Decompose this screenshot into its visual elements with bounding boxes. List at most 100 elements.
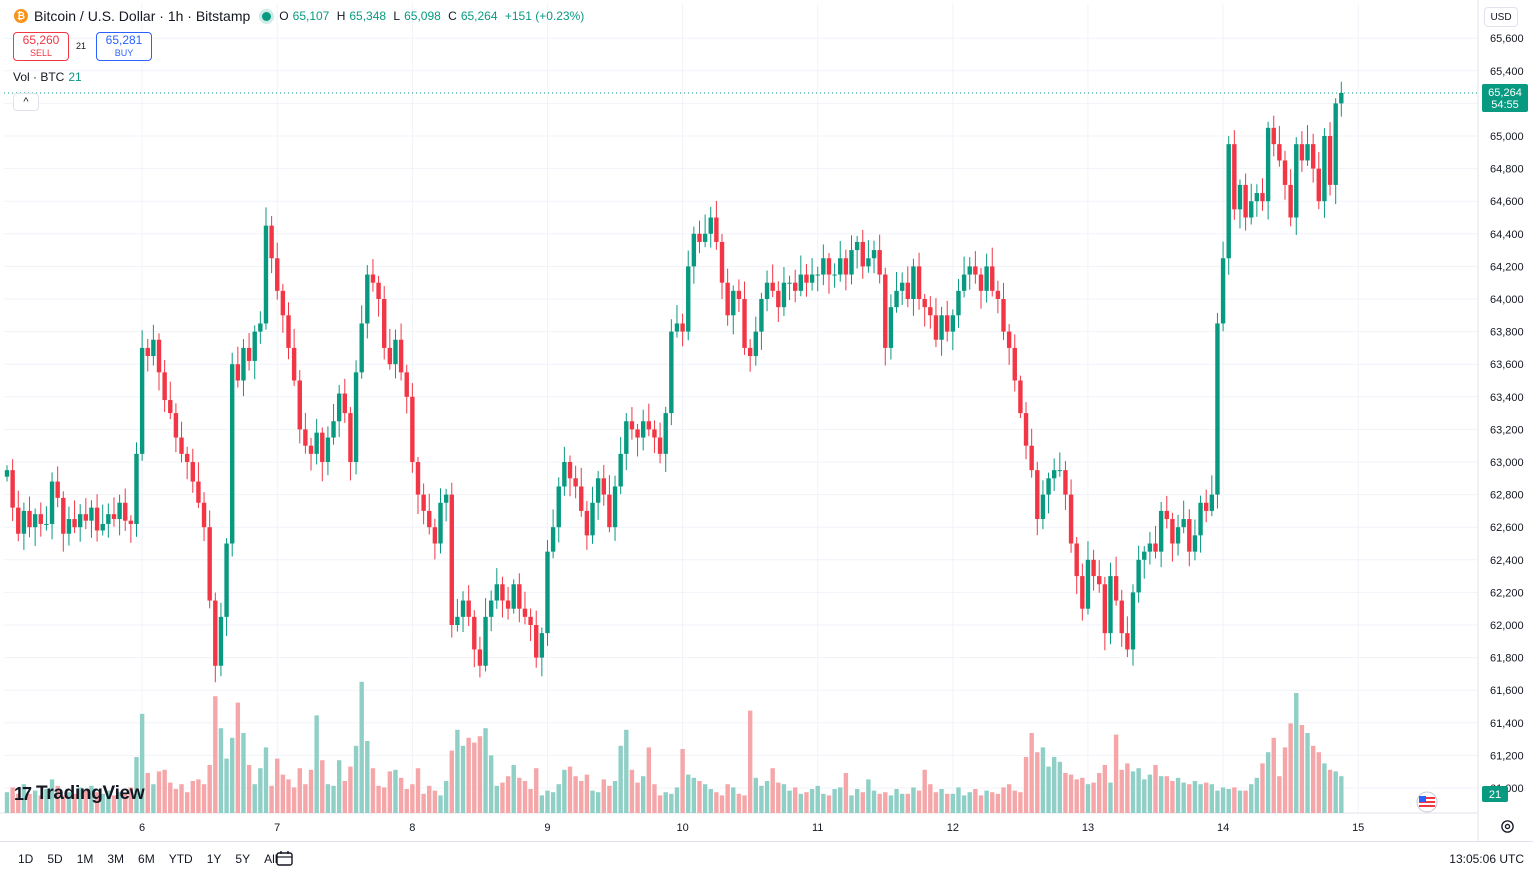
volume-bar — [77, 787, 83, 813]
volume-bar — [218, 728, 224, 813]
candle-body — [1006, 331, 1012, 348]
volume-bar — [10, 787, 15, 813]
volume-bar — [888, 795, 894, 813]
candle-body — [747, 347, 753, 357]
volume-bar — [747, 710, 753, 813]
countdown-label: 54:55 — [1491, 99, 1519, 111]
range-1y[interactable]: 1Y — [206, 852, 222, 866]
volume-bar — [66, 792, 72, 813]
range-all[interactable]: All — [264, 852, 278, 866]
range-ytd[interactable]: YTD — [168, 852, 193, 866]
volume-bar — [207, 765, 212, 813]
volume-bar — [1068, 774, 1074, 813]
volume-bar — [961, 795, 967, 813]
volume-bar — [781, 784, 787, 813]
change-value: +151 (+0.23%) — [504, 9, 585, 23]
candle-body — [376, 282, 381, 299]
range-1d[interactable]: 1D — [18, 852, 34, 866]
candle-body — [72, 519, 77, 528]
candle-body — [258, 323, 263, 332]
settings-gear-icon[interactable] — [1500, 819, 1515, 834]
symbol-title[interactable]: Bitcoin / U.S. Dollar · 1h · Bitstamp — [34, 8, 251, 24]
volume-bar — [866, 779, 871, 813]
price-tick-label: 63,000 — [1490, 457, 1524, 469]
candle-body — [1327, 136, 1333, 185]
volume-bar — [663, 792, 668, 813]
volume-bar — [427, 785, 432, 813]
candle-body — [500, 584, 505, 601]
candle-body — [139, 347, 145, 454]
price-tick-label: 62,600 — [1490, 522, 1524, 534]
volume-bar — [1023, 757, 1029, 813]
volume-bar — [793, 787, 798, 813]
tradingview-logo[interactable]: 17 TradingView — [14, 783, 145, 805]
low-key: L — [393, 9, 401, 23]
candle-body — [230, 364, 235, 544]
volume-bar — [821, 793, 826, 813]
last-price-tag — [1482, 83, 1528, 112]
volume-bar — [1057, 761, 1063, 813]
volume-bar — [635, 782, 640, 813]
candle-body — [809, 274, 815, 283]
buy-button[interactable]: 65,281 BUY — [96, 32, 152, 61]
volume-bar — [117, 792, 122, 813]
open-value: 65,107 — [292, 9, 330, 23]
candle-body — [16, 507, 21, 534]
utc-clock[interactable]: 13:05:06 UTC — [1449, 852, 1524, 866]
volume-bar — [252, 784, 257, 813]
volume-legend[interactable]: Vol · BTC 21 — [13, 70, 82, 84]
collapse-legend-button[interactable]: ^ — [13, 93, 39, 111]
volume-bar — [483, 728, 488, 813]
candle-body — [759, 299, 764, 332]
candle-body — [534, 625, 539, 658]
candle-body — [27, 510, 32, 528]
volume-bar — [246, 765, 252, 813]
range-1m[interactable]: 1M — [76, 852, 94, 866]
volume-bar — [1192, 781, 1198, 813]
candle-body — [961, 274, 967, 291]
volume-bar — [359, 681, 364, 813]
candle-body — [595, 478, 601, 503]
currency-selector[interactable]: USD — [1484, 7, 1518, 27]
price-tick-label: 65,600 — [1490, 33, 1524, 45]
range-6m[interactable]: 6M — [138, 852, 155, 866]
candle-body — [731, 290, 736, 316]
volume-bar — [1125, 763, 1130, 813]
volume-bar — [83, 790, 89, 813]
volume-bar — [809, 789, 815, 813]
sell-button[interactable]: 65,260 SELL — [13, 32, 69, 61]
volume-bar — [1074, 779, 1079, 813]
volume-bar — [1130, 771, 1136, 813]
volume-bar — [1333, 771, 1338, 813]
range-3m[interactable]: 3M — [107, 852, 125, 866]
us-flag-icon[interactable] — [1416, 791, 1438, 813]
volume-bar — [1001, 787, 1006, 813]
volume-bar — [168, 782, 173, 813]
volume-bar — [612, 781, 618, 813]
candle-body — [894, 290, 899, 308]
candle-body — [573, 478, 578, 487]
candle-body — [821, 258, 826, 275]
range-5d[interactable]: 5D — [47, 852, 63, 866]
candle-body — [995, 290, 1001, 299]
candle-body — [922, 299, 927, 308]
candle-body — [365, 274, 370, 324]
volume-bar — [1040, 747, 1046, 813]
candle-body — [663, 413, 668, 454]
volume-bar — [1339, 776, 1344, 813]
volume-bar — [911, 787, 916, 813]
volume-bar — [1091, 782, 1096, 813]
candle-body — [1029, 445, 1034, 471]
candle-body — [539, 633, 545, 658]
volume-bar — [1249, 784, 1254, 813]
range-5y[interactable]: 5Y — [235, 852, 251, 866]
calendar-goto-icon[interactable] — [276, 850, 293, 866]
price-tick-label: 62,800 — [1490, 490, 1524, 502]
candle-body — [849, 250, 854, 275]
volume-bar — [995, 793, 1001, 813]
candle-body — [1265, 127, 1271, 202]
volume-bar — [94, 792, 100, 813]
candle-body — [241, 347, 246, 381]
price-tick-label: 61,400 — [1490, 718, 1524, 730]
